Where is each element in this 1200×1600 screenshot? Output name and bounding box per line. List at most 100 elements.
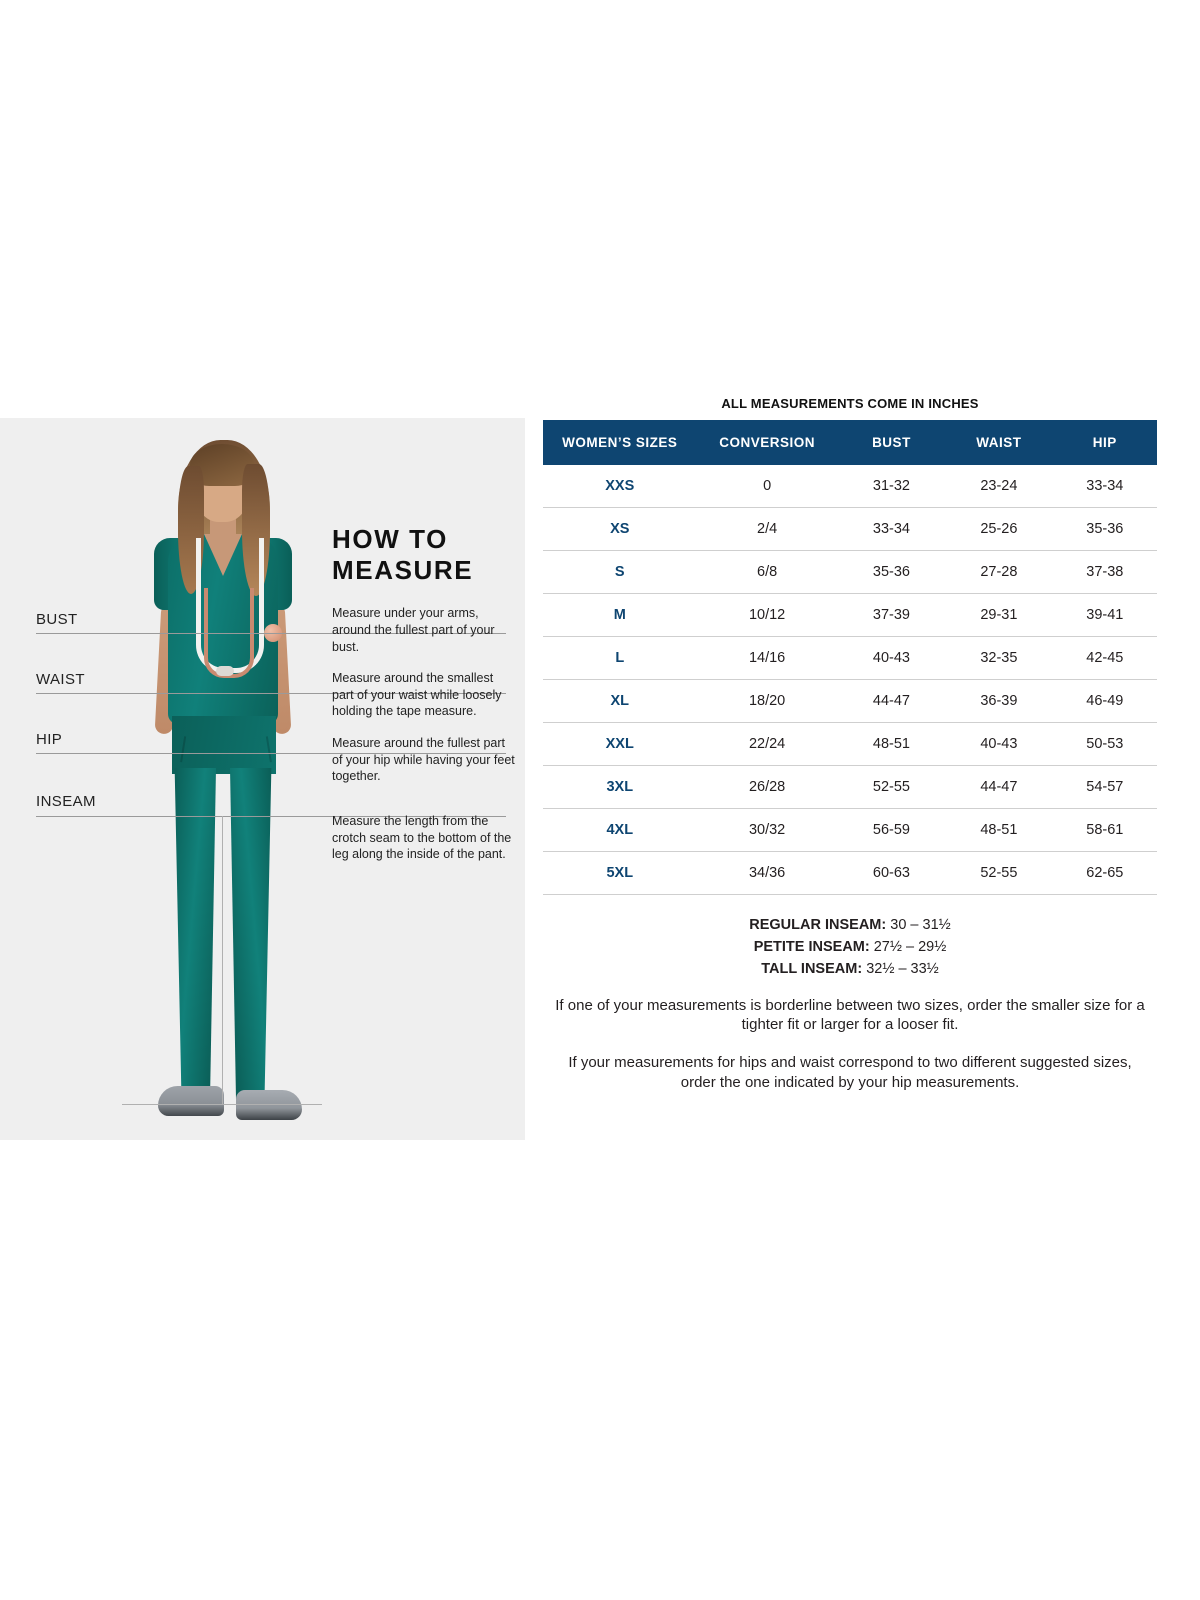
cell-waist: 23-24 bbox=[945, 465, 1053, 508]
cell-bust: 60-63 bbox=[837, 851, 946, 895]
cell-waist: 29-31 bbox=[945, 593, 1053, 637]
measure-label-waist: WAIST bbox=[36, 671, 85, 688]
cell-bust: 40-43 bbox=[837, 636, 946, 680]
sizing-note-borderline: If one of your measurements is borderlin… bbox=[555, 997, 1145, 1034]
size-chart-table: WOMEN’S SIZES CONVERSION BUST WAIST HIP … bbox=[543, 420, 1157, 895]
leader-line-waist bbox=[36, 693, 506, 694]
cell-bust: 31-32 bbox=[837, 465, 946, 508]
cell-hip: 62-65 bbox=[1052, 851, 1157, 895]
cell-size: 5XL bbox=[543, 851, 697, 895]
cell-waist: 40-43 bbox=[945, 722, 1053, 766]
page-title: HOW TO MEASURE bbox=[332, 524, 474, 585]
how-to-measure-text: HOW TO MEASURE Measure under your arms, … bbox=[332, 524, 517, 878]
cell-bust: 44-47 bbox=[837, 679, 946, 723]
table-row: 3XL 26/28 52-55 44-47 54-57 bbox=[543, 765, 1157, 809]
inseam-label-tall: TALL INSEAM: bbox=[761, 961, 863, 977]
how-to-measure-panel: BUST WAIST HIP INSEAM HOW TO MEASURE Mea… bbox=[0, 418, 525, 1140]
cell-waist: 52-55 bbox=[945, 851, 1053, 895]
cell-size: XL bbox=[543, 679, 697, 723]
cell-conversion: 2/4 bbox=[696, 507, 838, 551]
table-row: XXL 22/24 48-51 40-43 50-53 bbox=[543, 722, 1157, 766]
model-illustration bbox=[120, 438, 340, 1140]
inseam-row: PETITE INSEAM: 27½ – 29½ bbox=[543, 939, 1157, 955]
cell-hip: 58-61 bbox=[1052, 808, 1157, 852]
measure-label-inseam: INSEAM bbox=[36, 793, 96, 810]
instruction-hip: Measure around the fullest part of your … bbox=[332, 736, 515, 784]
size-chart-body: XXS 0 31-32 23-24 33-34 XS 2/4 33-34 25-26 35-36 S… bbox=[543, 465, 1157, 895]
cell-hip: 33-34 bbox=[1052, 465, 1157, 508]
measure-label-bust: BUST bbox=[36, 611, 78, 628]
model-hair-right bbox=[242, 464, 270, 596]
model-pocket-left bbox=[180, 736, 208, 766]
cell-waist: 25-26 bbox=[945, 507, 1053, 551]
leader-line-hip bbox=[36, 753, 506, 754]
column-header-hip: HIP bbox=[1052, 420, 1157, 465]
inseam-label-petite: PETITE INSEAM: bbox=[753, 939, 870, 955]
table-row: 5XL 34/36 60-63 52-55 62-65 bbox=[543, 851, 1157, 895]
cell-conversion: 34/36 bbox=[696, 851, 838, 895]
model-pocket-right bbox=[244, 736, 272, 766]
cell-bust: 33-34 bbox=[837, 507, 946, 551]
table-row: XS 2/4 33-34 25-26 35-36 bbox=[543, 507, 1157, 551]
inseam-vertical-line bbox=[222, 816, 223, 1104]
inseam-row: TALL INSEAM: 32½ – 33½ bbox=[543, 961, 1157, 977]
model-shoe-right bbox=[236, 1090, 302, 1120]
cell-size: XXL bbox=[543, 722, 697, 766]
inseam-foot-line bbox=[122, 1104, 322, 1105]
column-header-conversion: CONVERSION bbox=[696, 420, 838, 465]
cell-conversion: 18/20 bbox=[696, 679, 838, 723]
cell-hip: 54-57 bbox=[1052, 765, 1157, 809]
sizing-note-hip-priority: If your measurements for hips and waist … bbox=[568, 1054, 1132, 1091]
cell-size: S bbox=[543, 550, 697, 594]
cell-conversion: 22/24 bbox=[696, 722, 838, 766]
cell-conversion: 26/28 bbox=[696, 765, 838, 809]
sizing-notes: If one of your measurements is borderlin… bbox=[543, 996, 1157, 1092]
cell-conversion: 0 bbox=[696, 465, 838, 508]
cell-conversion: 6/8 bbox=[696, 550, 838, 594]
table-row: 4XL 30/32 56-59 48-51 58-61 bbox=[543, 808, 1157, 852]
instruction-inseam: Measure the length from the crotch seam … bbox=[332, 813, 512, 862]
cell-size: XXS bbox=[543, 465, 697, 508]
cell-conversion: 30/32 bbox=[696, 808, 838, 852]
table-row: S 6/8 35-36 27-28 37-38 bbox=[543, 550, 1157, 594]
inseam-lengths: REGULAR INSEAM: 30 – 31½ PETITE INSEAM: … bbox=[543, 917, 1157, 977]
cell-hip: 42-45 bbox=[1052, 636, 1157, 680]
cell-hip: 39-41 bbox=[1052, 593, 1157, 637]
cell-hip: 46-49 bbox=[1052, 679, 1157, 723]
cell-waist: 27-28 bbox=[945, 550, 1053, 594]
stethoscope-chestpiece bbox=[216, 666, 234, 676]
inseam-row: REGULAR INSEAM: 30 – 31½ bbox=[543, 917, 1157, 933]
model-leg-left bbox=[174, 768, 216, 1108]
table-header-row: WOMEN’S SIZES CONVERSION BUST WAIST HIP bbox=[543, 420, 1157, 465]
measure-label-hip: HIP bbox=[36, 731, 63, 748]
column-header-womens-sizes: WOMEN’S SIZES bbox=[543, 420, 697, 465]
leader-line-inseam bbox=[36, 816, 506, 817]
table-row: XXS 0 31-32 23-24 33-34 bbox=[543, 465, 1157, 508]
cell-bust: 35-36 bbox=[837, 550, 946, 594]
inseam-value-petite: 27½ – 29½ bbox=[873, 939, 947, 955]
model-shoe-left bbox=[158, 1086, 224, 1116]
cell-size: L bbox=[543, 636, 697, 680]
table-row: L 14/16 40-43 32-35 42-45 bbox=[543, 636, 1157, 680]
cell-size: XS bbox=[543, 507, 697, 551]
cell-conversion: 10/12 bbox=[696, 593, 838, 637]
leader-line-bust bbox=[36, 633, 506, 634]
model-leg-right bbox=[230, 768, 272, 1108]
cell-size: M bbox=[543, 593, 697, 637]
cell-waist: 36-39 bbox=[945, 679, 1053, 723]
inseam-label-regular: REGULAR INSEAM: bbox=[749, 917, 887, 933]
cell-bust: 56-59 bbox=[837, 808, 946, 852]
cell-size: 3XL bbox=[543, 765, 697, 809]
model-scrub-pants bbox=[172, 716, 276, 774]
cell-bust: 52-55 bbox=[837, 765, 946, 809]
cell-size: 4XL bbox=[543, 808, 697, 852]
size-chart-area: ALL MEASUREMENTS COME IN INCHES WOMEN’S … bbox=[543, 396, 1157, 1111]
cell-conversion: 14/16 bbox=[696, 636, 838, 680]
table-row: M 10/12 37-39 29-31 39-41 bbox=[543, 593, 1157, 637]
instruction-waist: Measure around the smallest part of your… bbox=[332, 671, 502, 719]
cell-waist: 48-51 bbox=[945, 808, 1053, 852]
table-row: XL 18/20 44-47 36-39 46-49 bbox=[543, 679, 1157, 723]
cell-hip: 50-53 bbox=[1052, 722, 1157, 766]
column-header-waist: WAIST bbox=[945, 420, 1053, 465]
instruction-bust: Measure under your arms, around the full… bbox=[332, 606, 495, 654]
